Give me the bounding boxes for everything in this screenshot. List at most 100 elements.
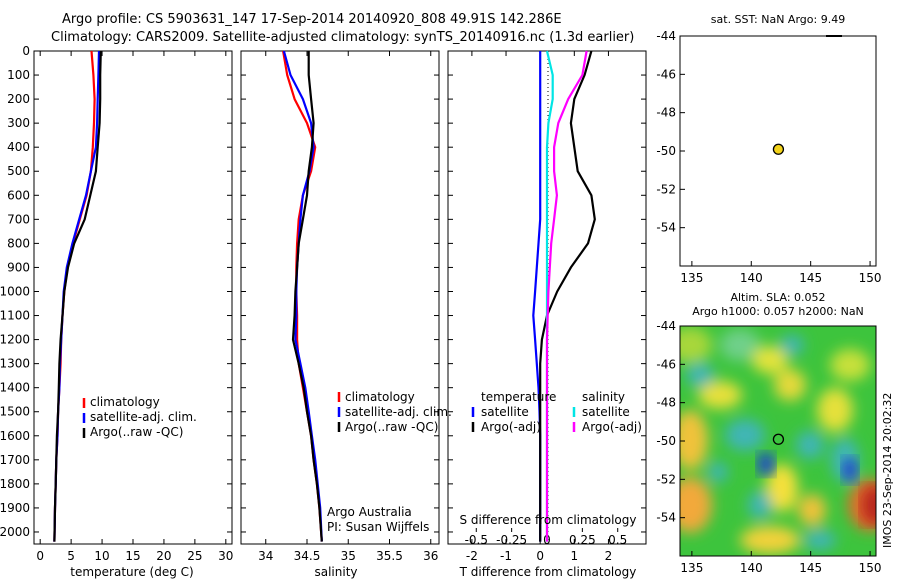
series-line-argo-raw-qc-	[53, 50, 102, 542]
series-line-satellite-adj-clim-	[53, 50, 101, 542]
y-tick-label: 1000	[0, 284, 30, 298]
map-x-tick-label: 150	[859, 271, 882, 285]
temperature-diff-legend: temperature satellite Argo(-adj)	[471, 390, 556, 434]
sla-title-line2: Argo h1000: 0.057 h2000: NaN	[692, 305, 864, 318]
credit-line2: PI: Susan Wijffels	[327, 520, 429, 534]
map-x-tick-label: 135	[680, 271, 703, 285]
credit-line1: Argo Australia	[327, 505, 412, 519]
y-tick-label: 700	[7, 212, 30, 226]
map-y-tick-label: -50	[656, 144, 676, 158]
map-y-tick-label: -48	[656, 396, 676, 410]
x-tick-label: -1	[500, 549, 512, 563]
legend-label-argo: Argo(..raw -QC)	[345, 420, 438, 434]
y-tick-label: 1900	[0, 501, 30, 515]
legend-label-satellite: satellite-adj. clim.	[345, 405, 452, 419]
salinity-panel: 34 34.5 35 35.5 36 salinity climatology sate…	[240, 50, 452, 579]
legend-title-temperature: temperature	[481, 390, 556, 404]
difference-xlabel: T difference from climatology	[459, 565, 637, 579]
x-tick-label: 35	[341, 549, 356, 563]
x-tick-label: 1	[570, 549, 578, 563]
y-tick-label: 1700	[0, 453, 30, 467]
x-tick-label: -2	[466, 549, 478, 563]
x-tick-label: 10	[94, 549, 109, 563]
map-x-tick-label: 135	[680, 561, 703, 575]
map-y-tick-label: -54	[656, 511, 676, 525]
difference-top-label: S difference from climatology	[460, 513, 637, 527]
sla-low-1	[757, 452, 775, 476]
map-y-tick-label: -54	[656, 221, 676, 235]
y-tick-label: 1200	[0, 333, 30, 347]
series-line-satellite-adj-clim-	[282, 50, 323, 542]
x-tick-label: 0	[536, 549, 544, 563]
y-tick-label: 500	[7, 164, 30, 178]
s-tick-label: 0.5	[608, 533, 627, 547]
x-tick-label: 5	[67, 549, 75, 563]
legend-label-s-satellite: satellite	[582, 405, 630, 419]
legend-label-satellite: satellite-adj. clim.	[90, 410, 197, 424]
y-tick-label: 300	[7, 116, 30, 130]
series-line-climatology	[53, 50, 96, 542]
x-tick-label: 36	[423, 549, 438, 563]
x-tick-label: 15	[125, 549, 140, 563]
sla-heatmap	[680, 326, 876, 556]
difference-panel: -2 -1 0 1 2-0.5 -0.25 0 0.25 0.5 S difference fr…	[447, 50, 647, 579]
salinity-xlabel: salinity	[314, 565, 357, 579]
map-y-tick-label: -52	[656, 472, 676, 486]
float-location-marker	[772, 143, 785, 155]
map-y-tick-label: -46	[656, 357, 676, 371]
series-line-s-argo-adj-	[545, 50, 588, 542]
imos-stamp: IMOS 23-Sep-2014 20:02:32	[881, 393, 894, 548]
header-line2: Climatology: CARS2009. Satellite-adjuste…	[51, 30, 634, 45]
x-tick-label: 20	[156, 549, 171, 563]
map-y-tick-label: -46	[656, 67, 676, 81]
map-x-tick-label: 145	[799, 271, 822, 285]
map-x-tick-label: 145	[799, 561, 822, 575]
legend-label-climatology: climatology	[90, 395, 160, 409]
x-tick-label: 25	[187, 549, 202, 563]
legend-label-t-satellite: satellite	[481, 405, 529, 419]
y-tick-label: 2000	[0, 525, 30, 539]
x-tick-label: 2	[605, 549, 613, 563]
y-tick-label: 0	[22, 44, 30, 58]
map-x-tick-label: 140	[740, 271, 763, 285]
map-y-tick-label: -52	[656, 182, 676, 196]
x-tick-label: 34.5	[294, 549, 321, 563]
header-line1: Argo profile: CS 5903631_147 17-Sep-2014…	[62, 12, 562, 27]
series-line-t-argo-adj-	[539, 50, 596, 542]
y-tick-label: 100	[7, 68, 30, 82]
float-location-marker	[772, 433, 785, 445]
x-tick-label: 30	[218, 549, 233, 563]
salinity-diff-legend: salinity satellite Argo(-adj)	[572, 390, 642, 434]
legend-label-argo: Argo(..raw -QC)	[90, 425, 183, 439]
legend-label-s-argo: Argo(-adj)	[582, 420, 642, 434]
sla-low-2	[842, 457, 858, 483]
s-tick-label: -0.25	[496, 533, 527, 547]
y-tick-label: 900	[7, 260, 30, 274]
sla-high-1	[861, 485, 876, 525]
y-tick-label: 1600	[0, 429, 30, 443]
salinity-legend: climatology satellite-adj. clim. Argo(..…	[337, 390, 452, 434]
y-tick-label: 200	[7, 92, 30, 106]
sla-title-line1: Altim. SLA: 0.052	[730, 291, 825, 304]
temperature-xlabel: temperature (deg C)	[70, 565, 193, 579]
x-tick-label: 0	[36, 549, 44, 563]
map-x-tick-label: 150	[859, 561, 882, 575]
y-tick-label: 1100	[0, 309, 30, 323]
y-tick-label: 1500	[0, 405, 30, 419]
y-tick-label: 1800	[0, 477, 30, 491]
legend-label-climatology: climatology	[345, 390, 415, 404]
sla-map-panel: Altim. SLA: 0.052 Argo h1000: 0.057 h200…	[656, 291, 882, 575]
y-tick-label: 600	[7, 188, 30, 202]
map-y-tick-label: -48	[656, 106, 676, 120]
x-tick-label: 35.5	[376, 549, 403, 563]
y-tick-label: 400	[7, 140, 30, 154]
x-tick-label: 34	[258, 549, 273, 563]
s-tick-label: -0.5	[465, 533, 488, 547]
y-tick-label: 1300	[0, 357, 30, 371]
y-tick-label: 800	[7, 236, 30, 250]
s-tick-label: 0.25	[569, 533, 596, 547]
temperature-legend: climatology satellite-adj. clim. Argo(..…	[82, 395, 197, 439]
series-line-argo-raw-qc-	[291, 51, 323, 542]
legend-title-salinity: salinity	[582, 390, 625, 404]
